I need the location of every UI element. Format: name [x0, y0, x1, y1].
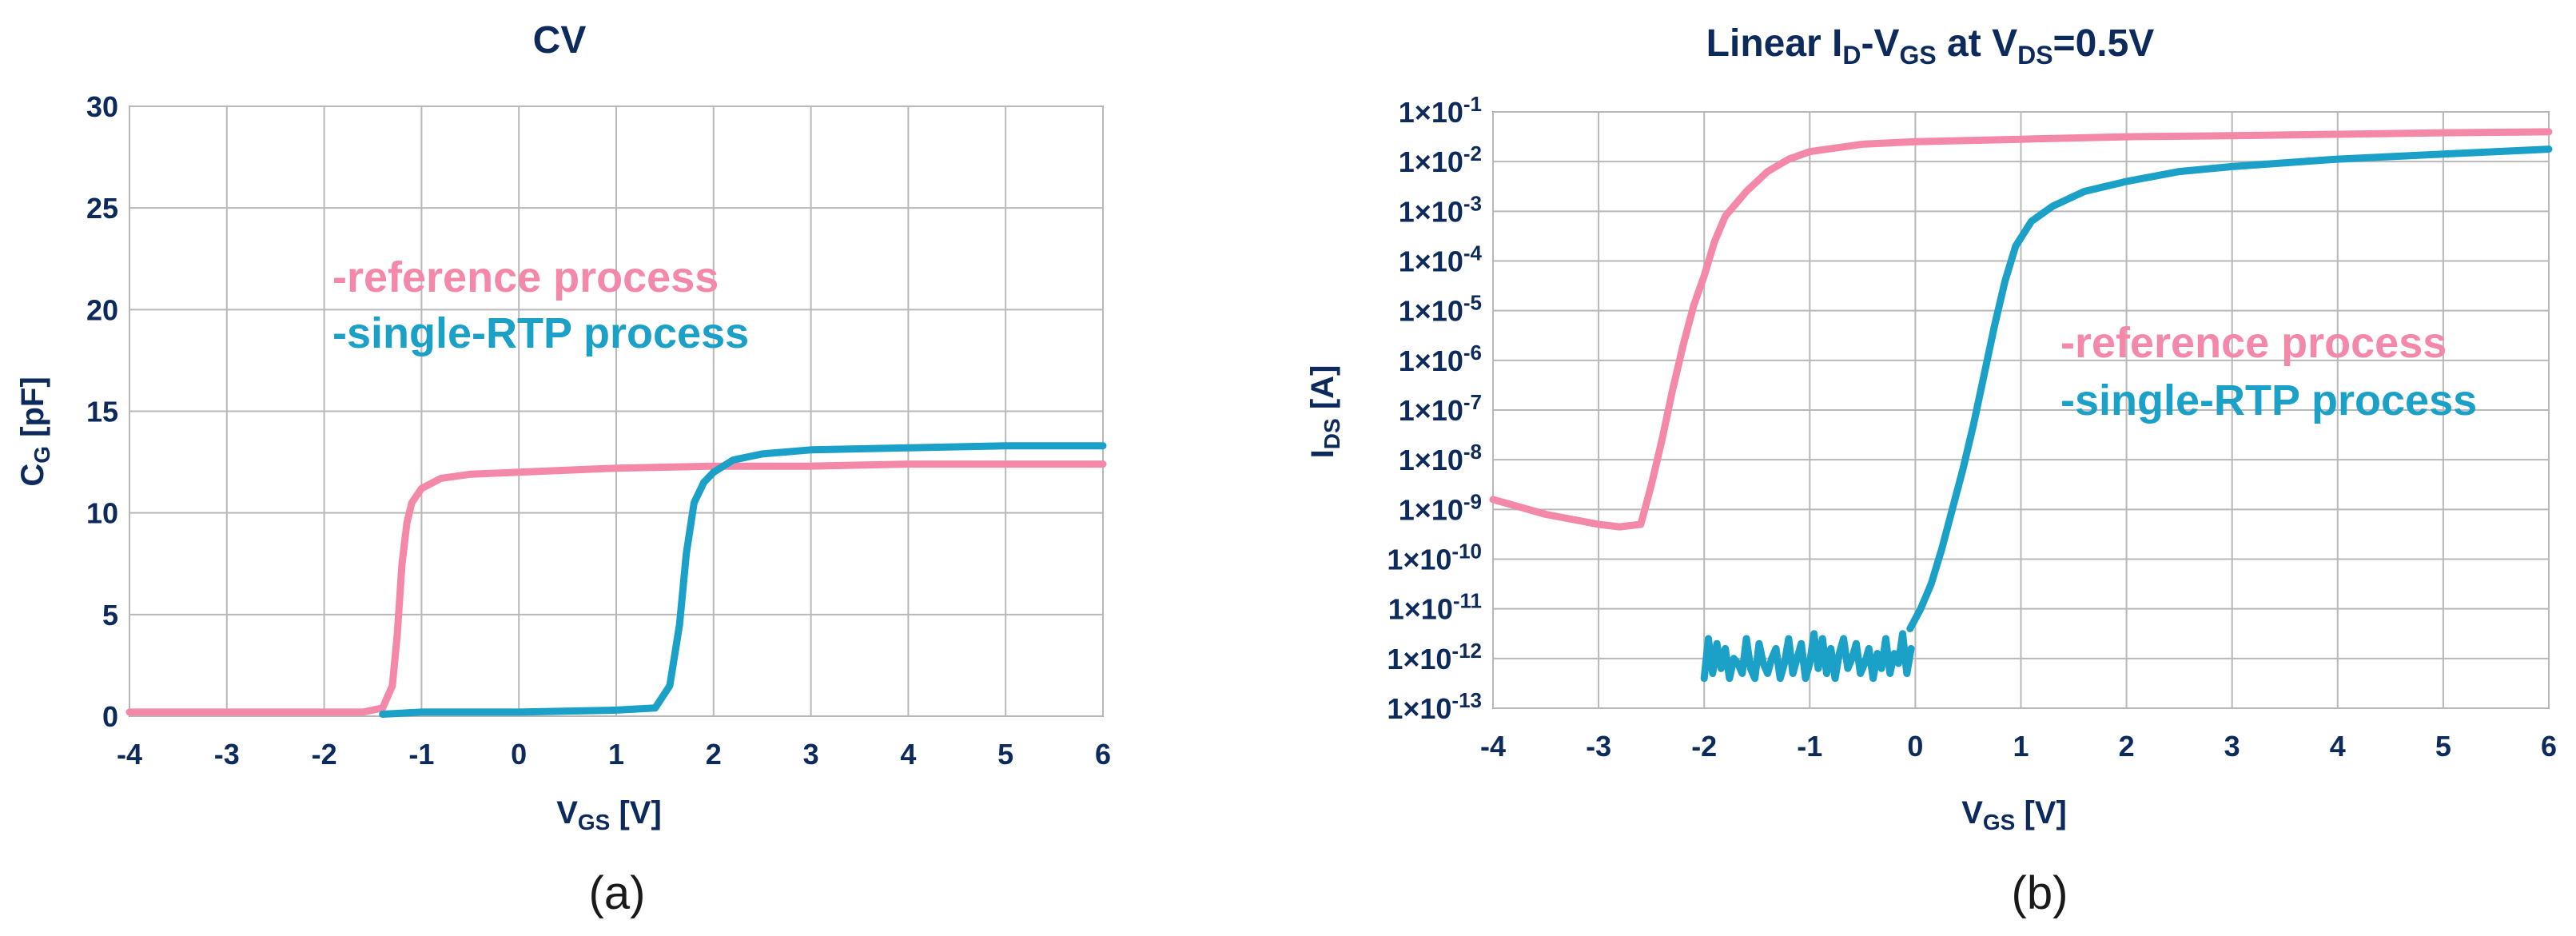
series-line [125, 460, 1107, 716]
x-tick-label: 4 [2330, 730, 2346, 763]
chart-a-legend-single-rtp: -single-RTP process [332, 309, 749, 357]
y-tick-label: 1×10-7 [1399, 390, 1482, 427]
chart-b-grid [1492, 111, 2550, 709]
x-tick-label: 2 [706, 738, 722, 771]
chart-b-xticks: -4 -3 -2 -1 0 1 2 3 4 5 6 [1480, 730, 2557, 763]
chart-b-legend-single-rtp: -single-RTP process [2060, 376, 2477, 424]
series-line [379, 442, 1107, 718]
y-tick-label: 1×10-13 [1387, 688, 1482, 725]
y-tick-label: 10 [86, 497, 118, 530]
x-tick-label: -2 [1691, 730, 1717, 763]
y-tick-label: 1×10-8 [1399, 440, 1482, 476]
x-tick-label: 2 [2119, 730, 2135, 763]
chart-a-grid [129, 106, 1104, 717]
x-tick-label: 1 [2013, 730, 2029, 763]
y-tick-label: 1×10-1 [1399, 92, 1482, 129]
y-tick-label: 1×10-10 [1387, 540, 1482, 576]
y-tick-label: 1×10-12 [1387, 639, 1482, 675]
x-tick-label: 6 [2541, 730, 2557, 763]
series-line [1700, 630, 1915, 683]
chart-b-xlabel: VGS [V] [1961, 795, 2067, 834]
x-tick-label: 4 [900, 738, 916, 771]
x-tick-label: 0 [511, 738, 527, 771]
y-tick-label: 30 [86, 90, 118, 123]
chart-b-ylabel: IDS [A] [1305, 365, 1344, 459]
chart-b-idvg: Linear ID-VGS at VDS=0.5V -4 -3 -2 -1 0 1 2 3 4 5… [1305, 22, 2557, 919]
y-tick-label: 25 [86, 192, 118, 225]
x-tick-label: -4 [1480, 730, 1506, 763]
chart-a-yticks: 0 5 10 15 20 25 30 [86, 90, 118, 733]
x-tick-label: -3 [1586, 730, 1611, 763]
chart-b-yticks: 1×10-1 1×10-2 1×10-3 1×10-4 1×10-5 1×10-6 1×10… [1387, 92, 1482, 725]
x-tick-label: 3 [2224, 730, 2240, 763]
chart-a-xlabel: VGS [V] [556, 795, 662, 834]
chart-a-ylabel: CG [pF] [15, 376, 54, 486]
y-tick-label: 15 [86, 396, 118, 428]
chart-a-legend-reference: -reference process [332, 253, 719, 301]
series-line [1489, 128, 2553, 531]
x-tick-label: 6 [1095, 738, 1111, 771]
x-tick-label: -2 [312, 738, 337, 771]
chart-a-title: CV [533, 19, 587, 62]
y-tick-label: 1×10-6 [1399, 341, 1482, 377]
y-tick-label: 1×10-9 [1399, 489, 1482, 526]
y-tick-label: 1×10-4 [1399, 241, 1483, 278]
x-tick-label: -4 [117, 738, 142, 771]
y-tick-label: 0 [102, 700, 118, 733]
x-tick-label: 0 [1907, 730, 1923, 763]
chart-a-series [125, 442, 1107, 718]
x-tick-label: 5 [997, 738, 1013, 771]
chart-a-xticks: -4 -3 -2 -1 0 1 2 3 4 5 6 [117, 738, 1111, 771]
y-tick-label: 1×10-5 [1399, 291, 1482, 328]
x-tick-label: 3 [803, 738, 819, 771]
chart-b-caption: (b) [2012, 867, 2068, 919]
chart-b-series [1489, 128, 2553, 683]
chart-a-caption: (a) [589, 867, 646, 919]
x-tick-label: 5 [2435, 730, 2451, 763]
y-tick-label: 20 [86, 293, 118, 326]
chart-b-title: Linear ID-VGS at VDS=0.5V [1706, 22, 2155, 70]
y-tick-label: 1×10-2 [1399, 141, 1482, 178]
x-tick-label: -3 [214, 738, 240, 771]
y-tick-label: 1×10-3 [1399, 191, 1482, 228]
series-line [1906, 145, 2553, 632]
x-tick-label: -1 [408, 738, 434, 771]
x-tick-label: 1 [608, 738, 624, 771]
chart-b-legend-reference: -reference process [2060, 319, 2447, 367]
y-tick-label: 5 [102, 599, 118, 631]
y-tick-label: 1×10-11 [1388, 589, 1482, 626]
x-tick-label: -1 [1797, 730, 1822, 763]
